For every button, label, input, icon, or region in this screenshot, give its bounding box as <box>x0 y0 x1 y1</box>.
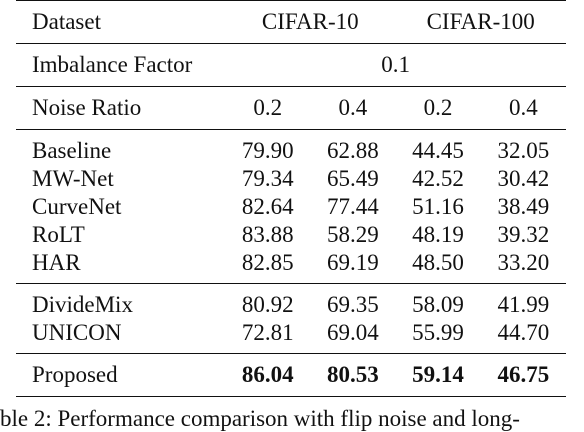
imbalance-label: Imbalance Factor <box>16 43 226 87</box>
table-row: HAR 82.85 69.19 48.50 33.20 <box>16 249 566 284</box>
table-cell: 69.19 <box>326 250 379 275</box>
table-cell: 82.85 <box>241 250 294 275</box>
table-cell: 82.64 <box>241 194 294 219</box>
method-name: Proposed <box>16 353 226 397</box>
table-cell: 55.99 <box>412 320 464 345</box>
table-cell: 77.44 <box>326 194 379 219</box>
table-cell-best: 80.53 <box>310 353 396 397</box>
table-cell: 41.99 <box>480 283 566 319</box>
imbalance-value: 0.1 <box>225 43 566 87</box>
table-cell: 62.88 <box>310 129 396 165</box>
noise-value: 0.4 <box>480 86 566 130</box>
dataset-cifar100: CIFAR-100 <box>395 0 566 44</box>
dataset-cifar10: CIFAR-10 <box>225 0 396 44</box>
table-cell: 58.29 <box>326 222 379 247</box>
table-cell: 30.42 <box>497 166 550 191</box>
table-row: Baseline 79.90 62.88 44.45 32.05 <box>16 129 566 165</box>
table-cell: 79.90 <box>225 129 311 165</box>
noise-value: 0.2 <box>395 86 481 130</box>
table-cell: 44.70 <box>497 320 550 345</box>
noise-ratio-row: Noise Ratio 0.2 0.4 0.2 0.4 <box>16 86 566 130</box>
method-name: RoLT <box>32 222 85 247</box>
method-name: MW-Net <box>32 166 114 191</box>
table-cell: 48.19 <box>412 222 464 247</box>
noise-ratio-label: Noise Ratio <box>16 86 226 130</box>
table-row: MW-Net 79.34 65.49 42.52 30.42 <box>16 165 566 193</box>
table-cell: 83.88 <box>241 222 294 247</box>
table-row: UNICON 72.81 69.04 55.99 44.70 <box>16 319 566 354</box>
imbalance-row: Imbalance Factor 0.1 <box>16 43 566 87</box>
table-cell-best: 59.14 <box>395 353 481 397</box>
table-cell: 48.50 <box>412 250 464 275</box>
noise-value: 0.4 <box>310 86 396 130</box>
table-cell: 80.92 <box>225 283 311 319</box>
table-row: RoLT 83.88 58.29 48.19 39.32 <box>16 221 566 249</box>
dataset-header-row: Dataset CIFAR-10 CIFAR-100 <box>16 0 566 44</box>
table-cell: 32.05 <box>480 129 566 165</box>
table-cell: 72.81 <box>241 320 294 345</box>
table-cell: 69.04 <box>326 320 379 345</box>
method-name: UNICON <box>32 320 122 345</box>
method-name: DivideMix <box>16 283 226 319</box>
table-cell: 65.49 <box>326 166 379 191</box>
table-cell: 69.35 <box>310 283 396 319</box>
proposed-row: Proposed 86.04 80.53 59.14 46.75 <box>16 353 566 397</box>
table-cell: 44.45 <box>395 129 481 165</box>
table-row: CurveNet 82.64 77.44 51.16 38.49 <box>16 193 566 221</box>
results-table-container: Dataset CIFAR-10 CIFAR-100 Imbalance Fac… <box>16 0 566 397</box>
noise-value: 0.2 <box>225 86 311 130</box>
table-cell: 58.09 <box>395 283 481 319</box>
table-cell: 39.32 <box>497 222 550 247</box>
results-table: Dataset CIFAR-10 CIFAR-100 Imbalance Fac… <box>16 0 566 397</box>
table-cell: 51.16 <box>412 194 464 219</box>
table-cell: 38.49 <box>497 194 550 219</box>
dataset-label: Dataset <box>16 0 226 44</box>
table-caption: ble 2: Performance comparison with flip … <box>0 406 520 431</box>
table-cell-best: 46.75 <box>480 353 566 397</box>
table-cell-best: 86.04 <box>225 353 311 397</box>
table-row: DivideMix 80.92 69.35 58.09 41.99 <box>16 283 566 319</box>
table-cell: 42.52 <box>412 166 464 191</box>
method-name: Baseline <box>16 129 226 165</box>
method-name: CurveNet <box>32 194 122 219</box>
table-cell: 33.20 <box>497 250 550 275</box>
method-name: HAR <box>32 250 81 275</box>
table-cell: 79.34 <box>241 166 294 191</box>
